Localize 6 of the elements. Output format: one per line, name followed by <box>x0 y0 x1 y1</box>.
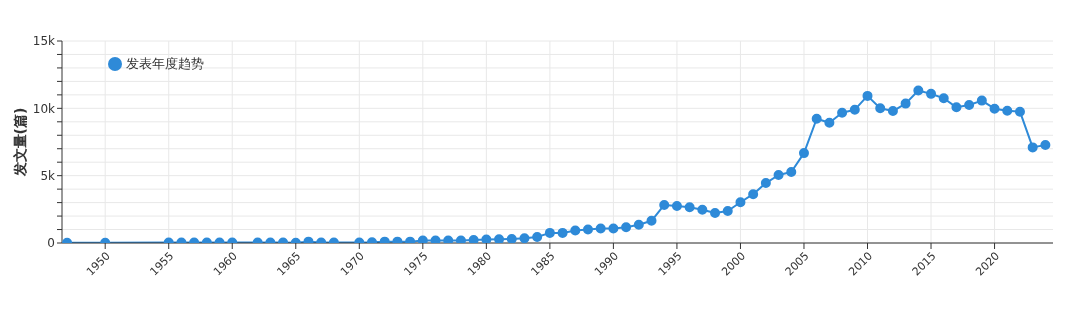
legend-label: 发表年度趋势 <box>126 56 204 71</box>
y-tick-label: 0 <box>47 236 55 251</box>
y-tick-label: 10k <box>32 101 56 116</box>
y-tick-label: 5k <box>40 168 56 183</box>
y-tick-label: 15k <box>32 34 56 49</box>
y-axis-title: 发文量(篇) <box>11 107 28 178</box>
